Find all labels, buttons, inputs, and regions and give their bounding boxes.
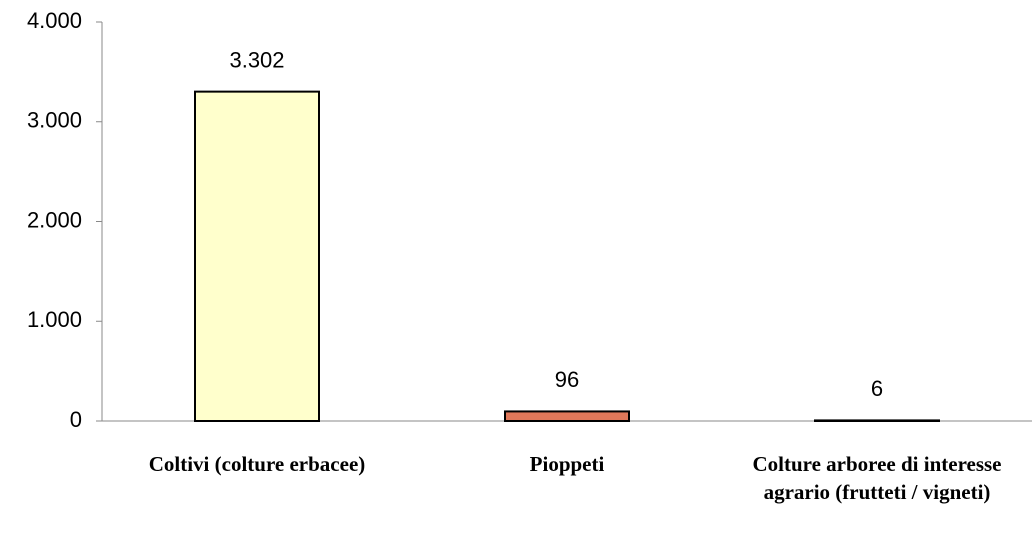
y-tick-label: 0 (70, 407, 82, 432)
value-label: 96 (555, 367, 579, 392)
y-tick-label: 4.000 (27, 8, 82, 33)
value-label: 6 (871, 376, 883, 401)
y-tick-label: 1.000 (27, 307, 82, 332)
bar (194, 90, 320, 423)
x-tick-label: Coltivi (colture erbacee) (148, 452, 366, 476)
value-label: 3.302 (229, 47, 284, 72)
x-tick-label: Colture arboree di interesse agrario (fr… (752, 452, 1002, 504)
y-tick-label: 3.000 (27, 108, 82, 133)
x-tick-label: Pioppeti (529, 452, 605, 476)
bar (504, 410, 630, 423)
bar (814, 419, 940, 422)
y-tick-label: 2.000 (27, 207, 82, 232)
